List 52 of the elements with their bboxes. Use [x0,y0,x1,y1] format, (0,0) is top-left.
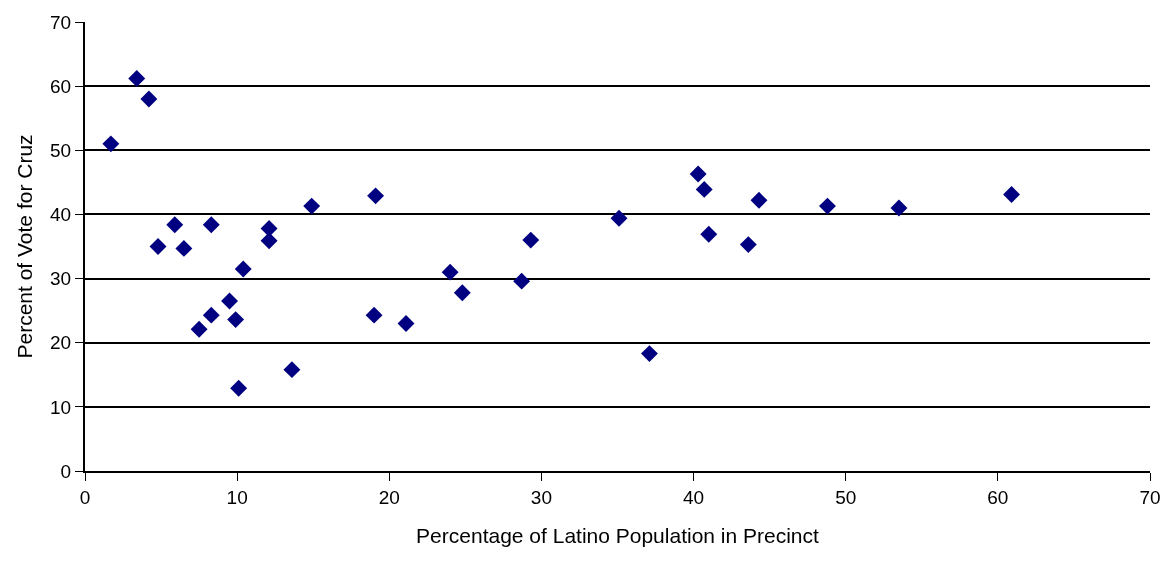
y-axis-title: Percent of Vote for Cruz [12,134,36,359]
point [166,216,184,234]
point [397,315,415,332]
point [453,284,471,302]
x-tick-label: 30 [530,486,552,508]
point [260,220,278,237]
x-tick-label: 50 [835,486,857,508]
x-tick-label: 40 [683,486,705,508]
point [700,225,718,243]
point [128,70,146,87]
point [689,165,707,183]
point [441,263,459,281]
y-tick-label: 50 [50,139,72,161]
point [1003,186,1020,203]
point [202,216,220,234]
point [190,320,208,338]
y-tick-label: 60 [50,75,72,97]
y-tick-label: 0 [60,460,72,482]
point [221,292,238,310]
point [522,231,540,249]
x-tick-label: 60 [987,486,1009,508]
point [513,272,531,290]
x-tick-label: 70 [1139,486,1161,508]
point [641,345,658,363]
point [610,209,628,227]
y-tick-label: 20 [50,332,72,354]
y-tick-label: 40 [50,204,72,226]
point [365,306,383,324]
y-tick-label: 10 [50,396,72,418]
point [140,90,158,108]
point [175,239,193,257]
point [695,180,713,198]
point [739,236,757,254]
point [260,232,278,250]
point [230,379,248,397]
x-tick-label: 0 [79,486,91,508]
point [283,361,301,379]
point [202,306,220,324]
point [750,191,768,209]
y-tick-label: 70 [50,11,72,33]
x-axis-title: Percentage of Latino Population in Precinct [416,524,820,548]
point [227,311,245,329]
point [102,135,120,153]
point [890,199,908,217]
point [367,187,385,205]
point [303,197,321,215]
y-tick-label: 30 [50,268,72,290]
point [819,197,836,215]
point [234,260,252,278]
x-tick-label: 10 [226,486,248,508]
x-tick-label: 20 [378,486,400,508]
point [149,238,167,255]
